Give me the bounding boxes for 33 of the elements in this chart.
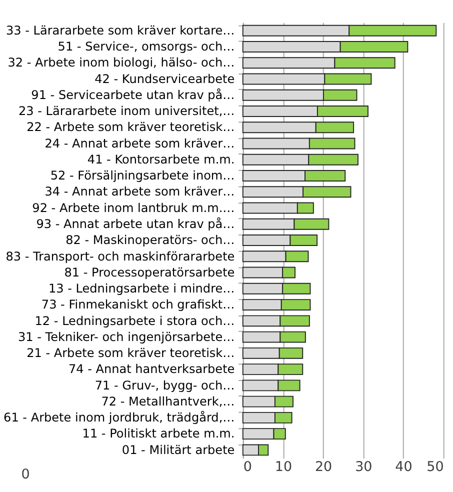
y-tick-label: 12 - Ledningsarbete i stora och…: [34, 314, 235, 328]
y-tick-label: 42 - Kundservicearbete: [94, 72, 235, 86]
y-tick-label: 93 - Annat arbete utan krav på…: [36, 216, 235, 231]
y-tick-label: 51 - Service-, omsorgs- och…: [58, 40, 235, 54]
y-tick-label: 23 - Lärararbete inom universitet,…: [18, 104, 235, 118]
y-tick-label: 83 - Transport- och maskinförararbete: [6, 249, 235, 264]
y-tick-label: 41 - Kontorsarbete m.m.: [87, 152, 235, 166]
y-tick-label: 24 - Annat arbete som kräver…: [44, 136, 235, 150]
y-tick-label: 82 - Maskinoperatörs- och…: [66, 233, 235, 248]
y-tick-label: 01 - Militärt arbete: [122, 442, 235, 457]
x-tick-label: 50: [426, 459, 444, 476]
x-tick-label: 10: [274, 459, 292, 476]
y-tick-label: 72 - Metallhantverk,…: [101, 394, 235, 408]
y-tick-label: 22 - Arbete som kräver teoretisk…: [26, 120, 235, 134]
y-tick-label: 21 - Arbete som kräver teoretisk…: [26, 346, 235, 360]
x-tick-label: 0: [243, 459, 252, 476]
y-tick-label: 33 - Lärararbete som kräver kortare…: [6, 23, 235, 38]
y-tick-label: 81 - Processoperatörsarbete: [64, 265, 235, 280]
y-tick-label: 61 - Arbete inom jordbruk, trädgård,…: [4, 410, 235, 425]
y-tick-label: 13 - Ledningsarbete i mindre…: [48, 282, 235, 296]
y-tick-label: 73 - Finmekaniskt och grafiskt…: [41, 298, 235, 312]
y-tick-label: 32 - Arbete inom biologi, hälso- och…: [8, 56, 235, 70]
y-tick-label: 91 - Servicearbete utan krav på…: [31, 88, 235, 102]
x-tick-label: 40: [395, 459, 412, 476]
y-tick-label: 74 - Annat hantverksarbete: [68, 362, 235, 376]
y-tick-label: 52 - Försäljningsarbete inom…: [50, 168, 235, 183]
y-tick-label: 71 - Gruv-, bygg- och…: [94, 378, 235, 392]
y-tick-label: 92 - Arbete inom lantbruk m.m.…: [32, 200, 235, 215]
x-tick-label: 30: [355, 459, 372, 476]
y-tick-label: 31 - Tekniker- och ingenjörsarbete…: [18, 330, 235, 344]
x-tick-label: 20: [314, 459, 332, 476]
y-tick-label: 11 - Politiskt arbete m.m.: [82, 426, 235, 441]
y-tick-label: 34 - Annat arbete som kräver…: [44, 184, 235, 199]
